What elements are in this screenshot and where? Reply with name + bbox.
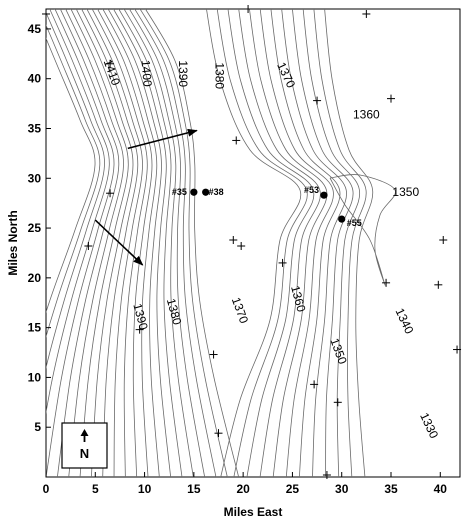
y-tick-label: 25 (28, 221, 42, 235)
contour-label: 1360 (288, 284, 309, 314)
x-axis-title: Miles East (224, 505, 283, 519)
station-cross-icon (106, 189, 115, 198)
station-markers (42, 5, 462, 480)
y-tick-label: 40 (28, 72, 42, 86)
flow-direction-arrow (94, 219, 144, 266)
x-tick-label: 5 (92, 482, 99, 496)
well-point (202, 188, 210, 196)
station-cross-icon (106, 59, 115, 68)
station-cross-icon (278, 258, 287, 267)
contour-label: 1390 (176, 60, 190, 87)
y-axis-title: Miles North (6, 210, 20, 275)
well-point (338, 215, 346, 223)
flow-arrows (94, 128, 198, 266)
well-label: #38 (209, 187, 224, 197)
station-cross-icon (387, 94, 395, 103)
x-tick-label: 40 (434, 482, 448, 496)
station-cross-icon (333, 398, 342, 407)
north-label: N (80, 446, 89, 461)
station-cross-icon (229, 236, 238, 245)
x-tick-label: 25 (286, 482, 300, 496)
x-tick-label: 30 (335, 482, 349, 496)
station-cross-icon (135, 325, 144, 334)
x-tick-label: 20 (236, 482, 250, 496)
station-cross-icon (209, 350, 218, 359)
well-label: #53 (304, 185, 319, 195)
contour-label: 1380 (213, 62, 227, 89)
well-points: #35 #38 #53 #55 (172, 185, 362, 228)
station-cross-icon (232, 136, 241, 145)
contour-label: 1360 (353, 108, 380, 122)
station-cross-icon (214, 429, 223, 438)
y-tick-label: 35 (28, 121, 42, 135)
station-cross-icon (434, 280, 443, 289)
contour-label: 1390 (130, 302, 151, 332)
x-tick-label: 10 (138, 482, 152, 496)
contour-label: 1350 (392, 185, 419, 199)
station-cross-icon (310, 380, 319, 389)
x-tick-label: 35 (384, 482, 398, 496)
well-label: #35 (172, 187, 187, 197)
well-label: #55 (347, 218, 362, 228)
y-tick-label: 30 (28, 171, 42, 185)
y-tick-label: 10 (28, 370, 42, 384)
station-cross-icon (439, 236, 448, 245)
x-axis-ticks: 0 5 10 15 20 25 30 35 40 (43, 472, 448, 496)
y-axis-ticks: 5 10 15 20 25 30 35 40 45 (28, 22, 51, 434)
station-cross-icon (362, 9, 371, 18)
station-cross-icon (453, 345, 462, 354)
y-tick-label: 15 (28, 321, 42, 335)
station-cross-icon (237, 241, 246, 250)
north-arrow-box: N (61, 422, 108, 469)
well-point (190, 188, 198, 196)
station-cross-icon (382, 278, 391, 287)
y-tick-label: 20 (28, 271, 42, 285)
station-cross-icon (84, 241, 93, 250)
contour-label: 1400 (138, 59, 154, 87)
flow-direction-arrow (127, 128, 198, 150)
station-cross-icon (313, 96, 322, 105)
station-cross-icon (244, 5, 253, 13)
station-cross-icon (322, 471, 331, 480)
y-tick-label: 5 (34, 420, 41, 434)
x-tick-label: 15 (187, 482, 201, 496)
contour-label: 1380 (164, 297, 185, 327)
contour-lines (46, 9, 396, 477)
y-tick-label: 45 (28, 22, 42, 36)
x-tick-label: 0 (43, 482, 50, 496)
station-cross-icon (42, 9, 50, 18)
well-point (320, 191, 328, 199)
